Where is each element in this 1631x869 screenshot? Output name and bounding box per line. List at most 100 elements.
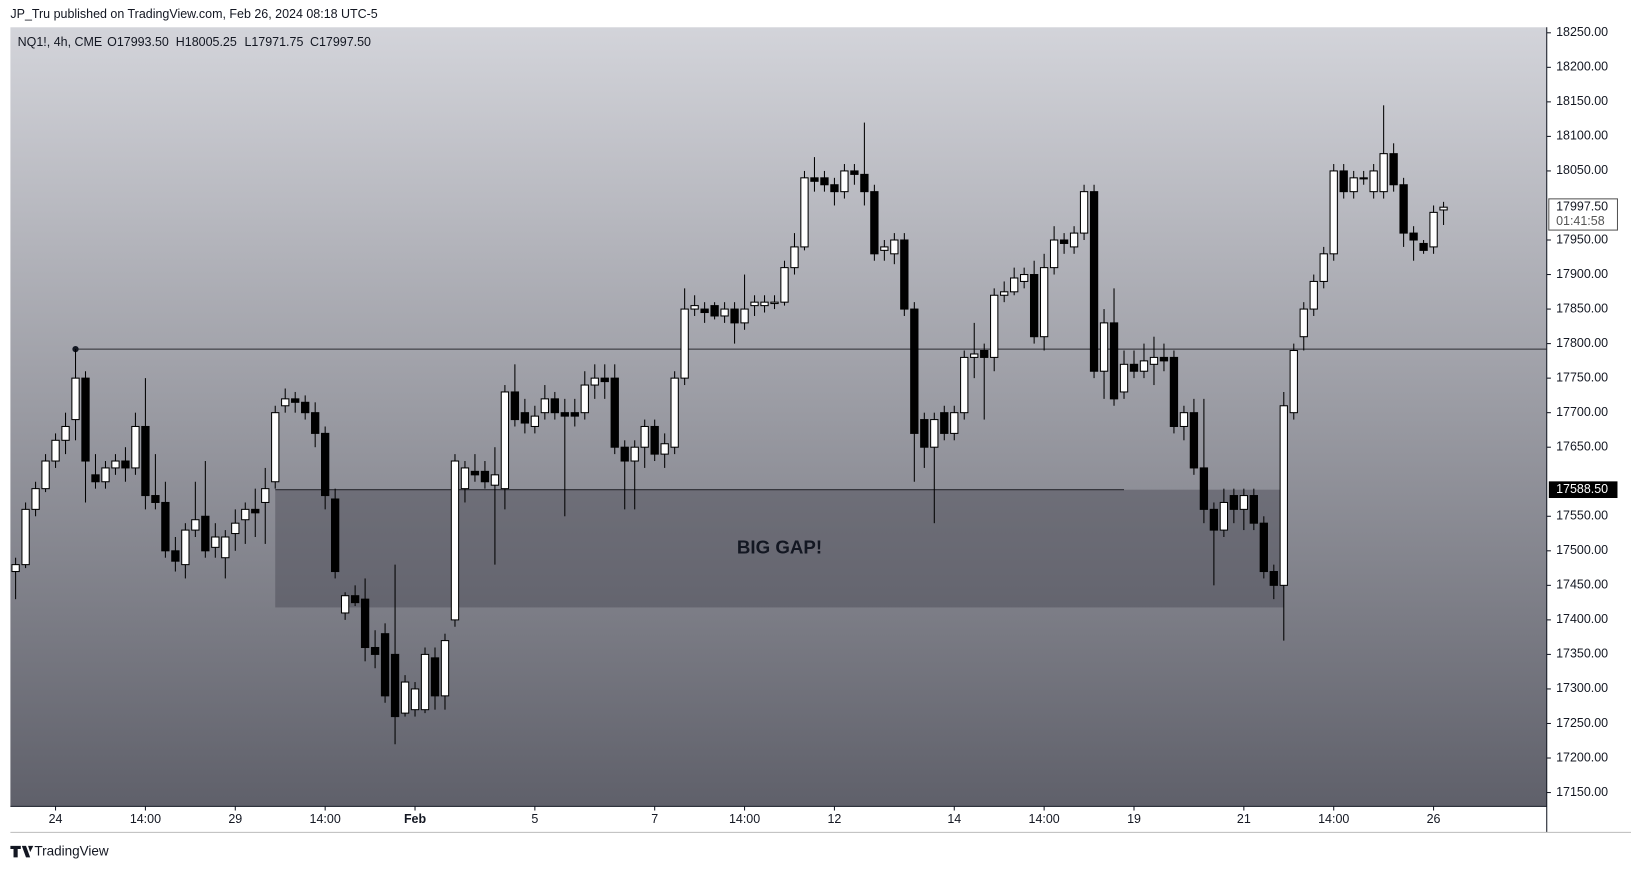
candle-body xyxy=(990,294,999,358)
candle-body xyxy=(630,446,639,462)
candle-body xyxy=(790,246,799,269)
x-tick-label: 14:00 xyxy=(1029,812,1060,826)
last-price: 17997.50 xyxy=(1556,199,1608,213)
candle-body xyxy=(311,412,320,434)
candle-body xyxy=(281,398,290,407)
candle-body xyxy=(1409,232,1418,241)
candle-body xyxy=(1199,467,1209,510)
candle-body xyxy=(610,377,619,448)
legend-high: H18005.25 xyxy=(176,35,237,49)
candle-body xyxy=(111,460,120,469)
legend-open: O17993.50 xyxy=(107,35,169,49)
candle-body xyxy=(720,308,729,317)
candle-body xyxy=(810,177,819,182)
candle-body xyxy=(1329,170,1338,255)
candle-body xyxy=(1129,363,1139,372)
candle-body xyxy=(1419,242,1428,251)
x-tick-label: 14 xyxy=(947,812,961,826)
candle-body xyxy=(1299,308,1308,338)
candle-body xyxy=(690,305,699,310)
candle-body xyxy=(860,173,869,193)
candle-body xyxy=(1379,153,1388,193)
y-tick-label: 17250.00 xyxy=(1556,716,1608,730)
logo xyxy=(10,845,34,858)
candle-body xyxy=(670,377,679,448)
candle-body xyxy=(1289,349,1298,414)
candle-body xyxy=(1259,522,1268,573)
candle-body xyxy=(101,467,110,483)
candle-body xyxy=(530,415,540,428)
candle-body xyxy=(900,239,909,310)
candle-body xyxy=(470,470,480,476)
candle-body xyxy=(1179,412,1189,428)
candle-body xyxy=(41,460,50,490)
gap-zone xyxy=(275,489,1284,608)
candle-body xyxy=(1219,501,1229,531)
candle-body xyxy=(61,425,70,441)
candle-body xyxy=(1169,356,1179,428)
candle-body xyxy=(271,412,280,483)
x-tick-label: Feb xyxy=(404,812,427,826)
candle-body xyxy=(51,439,60,462)
candle-body xyxy=(1010,277,1019,293)
y-tick-label: 17850.00 xyxy=(1556,301,1608,315)
candle-body xyxy=(400,681,410,714)
candle-body xyxy=(350,595,360,604)
candle-body xyxy=(870,191,879,255)
y-tick-label: 18100.00 xyxy=(1556,129,1608,143)
candle-body xyxy=(880,246,889,251)
candle-body xyxy=(1029,274,1039,338)
x-tick-label: 5 xyxy=(531,812,538,826)
candle-body xyxy=(780,267,789,303)
candle-body xyxy=(21,508,30,566)
candle-body xyxy=(440,640,450,697)
countdown: 01:41:58 xyxy=(1556,214,1605,228)
candle-body xyxy=(1229,495,1239,510)
candle-body xyxy=(1239,495,1249,510)
candle-body xyxy=(560,412,569,417)
candle-body xyxy=(840,170,849,193)
candle-body xyxy=(171,550,180,562)
y-tick-label: 18200.00 xyxy=(1556,60,1608,74)
candle-body xyxy=(360,598,370,649)
candle-body xyxy=(1439,206,1448,211)
candle-body xyxy=(1359,177,1368,180)
candle-body xyxy=(91,474,100,483)
candle-body xyxy=(760,301,769,307)
candle-body xyxy=(71,377,80,421)
candle-body xyxy=(750,301,759,307)
footer: TradingView xyxy=(34,844,109,859)
candle-body xyxy=(1099,322,1109,372)
candle-body xyxy=(980,349,989,358)
candle-body xyxy=(151,495,160,503)
x-tick-label: 7 xyxy=(651,812,658,826)
candle-body xyxy=(540,398,550,414)
candle-body xyxy=(970,353,979,358)
candle-body xyxy=(410,688,420,711)
candle-body xyxy=(550,398,559,414)
candle-body xyxy=(1159,356,1169,362)
candle-body xyxy=(650,425,659,455)
y-tick-label: 18250.00 xyxy=(1556,25,1608,39)
x-tick-label: 26 xyxy=(1427,812,1441,826)
candle-body xyxy=(1349,177,1358,193)
candle-body xyxy=(820,177,829,186)
candle-body xyxy=(1069,232,1079,248)
candle-body xyxy=(950,412,959,434)
candle-body xyxy=(1059,239,1069,244)
y-tick-label: 17700.00 xyxy=(1556,405,1608,419)
x-tick-label: 21 xyxy=(1237,812,1251,826)
x-tick-label: 14:00 xyxy=(729,812,760,826)
candle-body xyxy=(1269,571,1278,586)
candle-body xyxy=(1249,495,1258,524)
candle-body xyxy=(850,170,859,175)
candle-body xyxy=(450,460,460,621)
y-tick-label: 17650.00 xyxy=(1556,440,1608,454)
candle-body xyxy=(1049,239,1059,269)
candle-body xyxy=(700,308,709,314)
candle-body xyxy=(11,564,20,573)
candle-body xyxy=(930,419,939,448)
candle-body xyxy=(730,308,739,324)
x-tick-label: 29 xyxy=(228,812,242,826)
candle-body xyxy=(251,508,260,514)
